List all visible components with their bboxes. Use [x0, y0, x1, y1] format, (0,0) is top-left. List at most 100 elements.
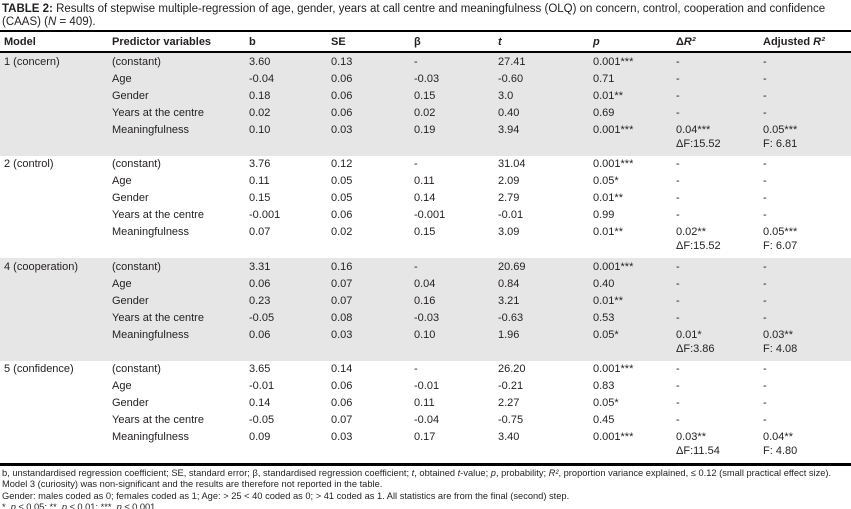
cell-b: 0.14	[249, 397, 271, 409]
table-footnotes: b, unstandardised regression coefficient…	[0, 463, 851, 509]
model-label: 2 (control)	[4, 158, 54, 170]
cell-b: -0.01	[249, 380, 275, 392]
cell-b: 0.23	[245, 292, 327, 309]
cell-dr2: 0.04*** ΔF:15.52	[672, 121, 759, 156]
cell-dr2: -	[676, 175, 680, 187]
cell-dr2: 0.02** ΔF:15.52	[676, 226, 721, 252]
cell-b: 0.06	[245, 275, 327, 292]
cell-predictor: Gender	[112, 192, 149, 204]
footnote-line: *, p ≤ 0.05; **, p ≤ 0.01; ***, p ≤ 0.00…	[2, 502, 158, 509]
cell-adj: -	[763, 414, 767, 426]
col-header-adj: Adjusted R²	[759, 31, 851, 53]
cell-beta: 0.04	[410, 275, 494, 292]
cell-predictor: (constant)	[112, 158, 161, 170]
cell-beta: 0.16	[410, 292, 494, 309]
cell-b: 3.60	[245, 52, 327, 70]
cell-se: 0.03	[331, 431, 353, 443]
col-header-b: b	[245, 31, 327, 53]
cell-adj: -	[759, 292, 851, 309]
cell-t: 0.40	[494, 104, 589, 121]
table-row: 2 (control) (constant) 3.76 0.12 - 31.04 0.001…	[0, 156, 851, 173]
cell-adj: -	[759, 70, 851, 87]
cell-se: 0.02	[331, 226, 353, 238]
cell-t: 3.94	[494, 121, 589, 156]
cell-se: 0.14	[331, 363, 353, 375]
cell-t: 27.41	[494, 52, 589, 70]
cell-t: 31.04	[498, 158, 526, 170]
cell-b: -0.001	[249, 209, 281, 221]
cell-b: 0.06	[245, 326, 327, 361]
cell-predictor: Gender	[112, 397, 149, 409]
cell-dr2: -	[676, 397, 680, 409]
cell-b: -0.04	[245, 70, 327, 87]
table-row: 1 (concern) (constant) 3.60 0.13-27.41 0.001…	[0, 52, 851, 156]
cell-b: 3.31	[245, 258, 327, 275]
cell-se: 0.05	[331, 192, 353, 204]
cell-dr2: 0.01* ΔF:3.86	[672, 326, 759, 361]
cell-b: 0.10	[245, 121, 327, 156]
col-header-t: t	[494, 31, 589, 53]
cell-t: 2.79	[498, 192, 520, 204]
cell-adj: 0.04** F: 4.80	[763, 431, 798, 457]
cell-se: 0.08	[327, 309, 410, 326]
table-row: 5 (confidence) (constant) 3.65 0.14 - 26.20 0.…	[0, 361, 851, 378]
cell-beta: -	[410, 258, 494, 275]
cell-se: 0.06	[331, 380, 353, 392]
cell-beta: -	[410, 52, 494, 70]
cell-adj: -	[759, 87, 851, 104]
cell-t: 0.84	[494, 275, 589, 292]
cell-adj: 0.05*** F: 6.81	[759, 121, 851, 156]
cell-adj: -	[763, 397, 767, 409]
cell-t: 3.0	[494, 87, 589, 104]
cell-predictor: Age	[112, 380, 132, 392]
cell-predictor: Age	[108, 70, 245, 87]
cell-p: 0.01**	[593, 192, 623, 204]
cell-adj: -	[763, 192, 767, 204]
cell-dr2: -	[676, 380, 680, 392]
table-header-row: Model Predictor variables b SE β t p ΔR² Adjuste…	[0, 31, 851, 53]
cell-p: 0.001***	[589, 258, 672, 275]
cell-se: 0.12	[331, 158, 353, 170]
table-row: Gender 0.15 0.05 0.14 2.79 0.01** - -	[0, 190, 851, 207]
cell-adj: -	[763, 158, 767, 170]
cell-t: -0.01	[498, 209, 524, 221]
cell-p: 0.001***	[589, 52, 672, 70]
model-label: 5 (confidence)	[4, 363, 74, 375]
cell-beta: -0.04	[414, 414, 440, 426]
table-row: 4 (cooperation) (constant) 3.31 0.16-20.69 0…	[0, 258, 851, 361]
cell-b: 0.09	[249, 431, 271, 443]
cell-se: 0.03	[327, 326, 410, 361]
model-label: 4 (cooperation)	[0, 258, 108, 361]
table-row: Age 0.11 0.05 0.11 2.09 0.05* - -	[0, 173, 851, 190]
cell-b: -0.05	[245, 309, 327, 326]
cell-predictor: (constant)	[108, 258, 245, 275]
cell-se: 0.07	[327, 292, 410, 309]
cell-dr2: -	[672, 292, 759, 309]
cell-b: 0.11	[249, 175, 270, 187]
cell-adj: -	[759, 52, 851, 70]
cell-se: 0.06	[331, 397, 353, 409]
cell-beta: 0.02	[410, 104, 494, 121]
table-row: Meaningfulness 0.10 0.03 0.19 3.94 0.001*** 0.…	[0, 121, 851, 156]
cell-t: 2.27	[498, 397, 520, 409]
cell-p: 0.01**	[593, 226, 623, 238]
cell-adj: 0.05*** F: 6.07	[763, 226, 798, 252]
cell-predictor: Years at the centre	[108, 309, 245, 326]
cell-dr2: -	[676, 158, 680, 170]
footnote-line: b, unstandardised regression coefficient…	[2, 468, 832, 478]
cell-se: 0.03	[327, 121, 410, 156]
cell-beta: -0.03	[410, 309, 494, 326]
regression-results-table: Model Predictor variables b SE β t p ΔR² Adjuste…	[0, 30, 851, 463]
cell-adj: -	[759, 309, 851, 326]
table-caption: TABLE 2: Results of stepwise multiple-re…	[0, 0, 851, 30]
cell-predictor: Years at the centre	[108, 104, 245, 121]
cell-dr2: -	[672, 275, 759, 292]
col-header-predictor: Predictor variables	[108, 31, 245, 53]
cell-t: 1.96	[494, 326, 589, 361]
cell-predictor: Years at the centre	[112, 209, 204, 221]
cell-t: 3.40	[498, 431, 520, 443]
cell-predictor: Age	[112, 175, 132, 187]
cell-dr2: -	[672, 87, 759, 104]
cell-beta: -	[414, 158, 418, 170]
